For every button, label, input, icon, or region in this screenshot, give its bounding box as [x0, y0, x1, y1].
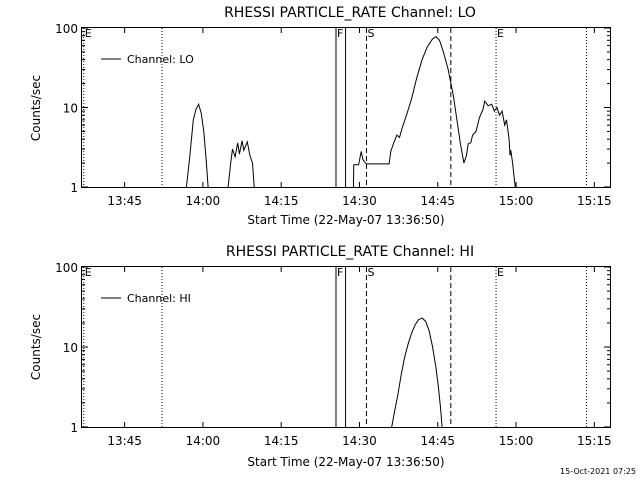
marker-label: E	[497, 27, 504, 40]
marker-label: E	[497, 266, 504, 279]
x-tick-label: 14:45	[420, 434, 455, 448]
marker-label: E	[85, 266, 92, 279]
x-tick-label: 14:45	[420, 194, 455, 208]
y-tick-label: 1	[70, 421, 78, 435]
x-tick-label: 14:30	[342, 434, 377, 448]
series-line	[352, 35, 516, 188]
marker-label: S	[367, 27, 374, 40]
x-tick-label: 14:15	[264, 434, 299, 448]
legend-label: Channel: HI	[127, 292, 191, 305]
x-tick-label: 15:00	[499, 434, 534, 448]
y-tick-label: 100	[55, 261, 78, 275]
generation-timestamp: 15-Oct-2021 07:25	[560, 467, 636, 476]
marker-label: E	[85, 27, 92, 40]
x-axis-label: Start Time (22-May-07 13:36:50)	[247, 455, 444, 469]
x-tick-label: 14:00	[186, 194, 221, 208]
y-axis-label: Counts/sec	[29, 314, 43, 380]
plot-frame	[81, 266, 611, 428]
y-tick-label: 10	[63, 102, 78, 116]
hi-channel-chart: RHESSI PARTICLE_RATE Channel: HI Start T…	[29, 244, 612, 469]
x-tick-label: 15:15	[577, 194, 612, 208]
y-tick-label: 10	[63, 341, 78, 355]
plot-frame	[81, 27, 611, 188]
x-tick-label: 13:45	[107, 194, 142, 208]
x-tick-label: 15:00	[499, 194, 534, 208]
y-tick-label: 100	[55, 22, 78, 36]
x-tick-label: 14:15	[264, 194, 299, 208]
y-tick-label: 1	[70, 181, 78, 195]
chart-title: RHESSI PARTICLE_RATE Channel: HI	[226, 244, 474, 260]
series-line	[391, 317, 443, 428]
x-tick-label: 13:45	[107, 434, 142, 448]
series-line	[185, 102, 209, 188]
legend-label: Channel: LO	[127, 53, 194, 66]
x-axis-label: Start Time (22-May-07 13:36:50)	[247, 213, 444, 227]
y-axis-label: Counts/sec	[29, 75, 43, 141]
marker-label: F	[337, 266, 343, 279]
x-tick-label: 14:30	[342, 194, 377, 208]
marker-label: F	[337, 27, 343, 40]
x-tick-label: 15:15	[577, 434, 612, 448]
chart-title: RHESSI PARTICLE_RATE Channel: LO	[224, 5, 476, 21]
series-line	[227, 140, 255, 188]
marker-label: S	[367, 266, 374, 279]
lo-channel-chart: RHESSI PARTICLE_RATE Channel: LO Start T…	[29, 5, 612, 227]
x-tick-label: 14:00	[186, 434, 221, 448]
